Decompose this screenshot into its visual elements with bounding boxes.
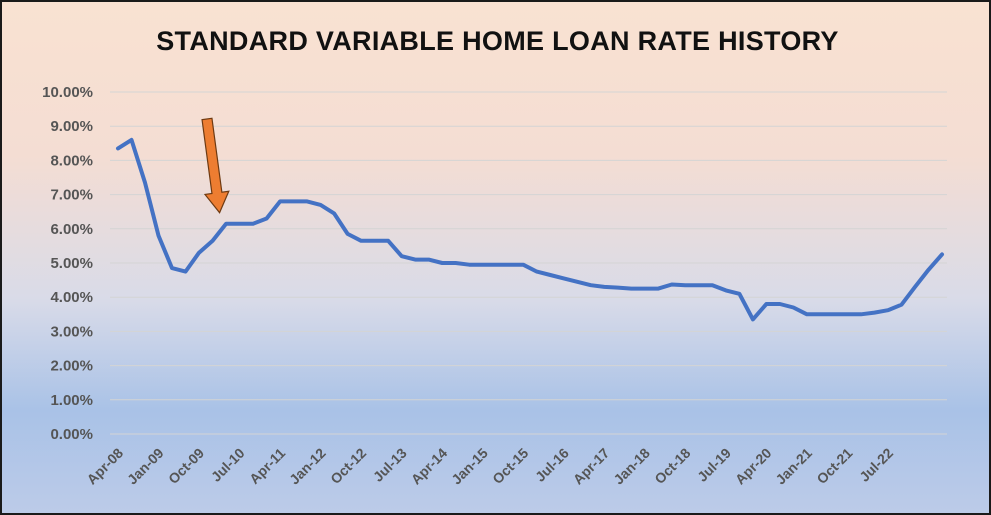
x-tick-label: Apr-17 — [570, 445, 613, 488]
series-layer — [116, 137, 944, 322]
series-line — [116, 137, 944, 322]
x-tick-label: Jan-12 — [286, 445, 329, 488]
y-tick-label: 5.00% — [50, 255, 93, 272]
x-tick-label: Jan-18 — [610, 445, 653, 488]
y-tick-label: 1.00% — [50, 392, 93, 409]
x-tick-label: Jan-09 — [124, 445, 167, 488]
x-tick-label: Apr-14 — [408, 445, 451, 488]
x-tick-label: Jan-15 — [448, 445, 491, 488]
gridlines — [110, 91, 947, 435]
x-tick-label: Oct-21 — [813, 445, 855, 487]
x-tick-label: Apr-11 — [246, 445, 288, 487]
x-tick-label: Oct-09 — [165, 445, 207, 487]
x-tick-label: Jul-19 — [694, 445, 734, 485]
annotation-arrow-shape — [201, 117, 230, 214]
y-tick-label: 7.00% — [50, 187, 93, 204]
chart-title: STANDARD VARIABLE HOME LOAN RATE HISTORY — [156, 26, 839, 56]
y-tick-label: 2.00% — [50, 358, 93, 375]
y-tick-label: 3.00% — [50, 323, 93, 340]
annotation-arrow — [201, 117, 230, 214]
x-tick-label: Jan-21 — [772, 445, 815, 488]
y-tick-label: 4.00% — [50, 289, 93, 306]
y-tick-label: 8.00% — [50, 152, 93, 169]
x-tick-label: Jul-10 — [208, 445, 248, 485]
x-tick-label: Apr-08 — [83, 445, 126, 488]
y-tick-label: 10.00% — [42, 84, 93, 101]
x-tick-label: Jul-16 — [532, 445, 572, 485]
y-tick-label: 9.00% — [50, 118, 93, 135]
x-tick-label: Apr-20 — [732, 445, 775, 488]
x-tick-label: Oct-18 — [651, 445, 693, 487]
x-tick-label: Jul-22 — [856, 445, 896, 485]
y-tick-label: 6.00% — [50, 221, 93, 238]
x-tick-label: Jul-13 — [370, 445, 410, 485]
x-tick-label: Oct-12 — [327, 445, 369, 487]
x-tick-label: Oct-15 — [489, 445, 531, 487]
annotations — [201, 117, 230, 214]
y-axis-labels: 0.00% 1.00% 2.00% 3.00% 4.00% 5.00% 6.00% 7.00%… — [42, 84, 93, 443]
y-tick-label: 0.00% — [50, 426, 93, 443]
